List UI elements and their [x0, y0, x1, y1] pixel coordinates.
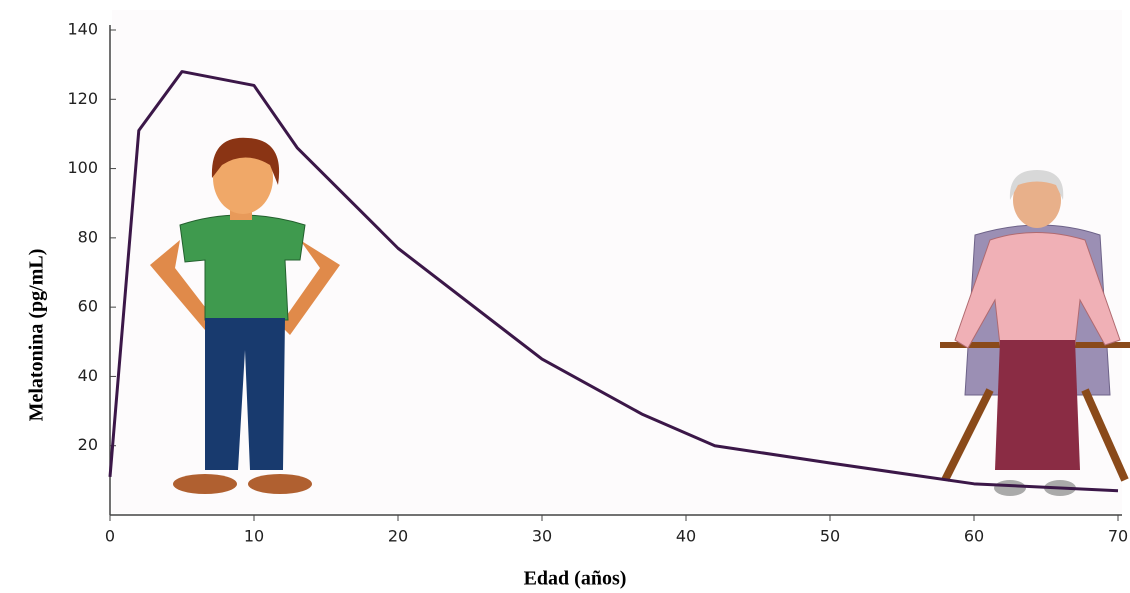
x-tick-label: 60 [964, 527, 984, 546]
x-tick-label: 50 [820, 527, 840, 546]
x-axis-title: Edad (años) [524, 568, 627, 590]
x-tick-label: 0 [105, 527, 115, 546]
chart: Edad (años) Melatonina (pg/mL) 20 40 60 80 1… [0, 0, 1130, 593]
y-tick-label: 140 [67, 20, 98, 39]
x-tick-label: 20 [388, 527, 408, 546]
y-tick-label: 20 [78, 435, 98, 454]
x-tick-label: 10 [244, 527, 264, 546]
y-tick-label: 60 [78, 297, 98, 316]
y-tick-label: 120 [67, 89, 98, 108]
y-tick-label: 80 [78, 227, 98, 246]
y-tick-label: 40 [78, 366, 98, 385]
y-axis-title: Melatonina (pg/mL) [26, 249, 48, 422]
x-tick-label: 70 [1108, 527, 1128, 546]
x-tick-label: 30 [532, 527, 552, 546]
x-tick-label: 40 [676, 527, 696, 546]
y-tick-label: 100 [67, 158, 98, 177]
